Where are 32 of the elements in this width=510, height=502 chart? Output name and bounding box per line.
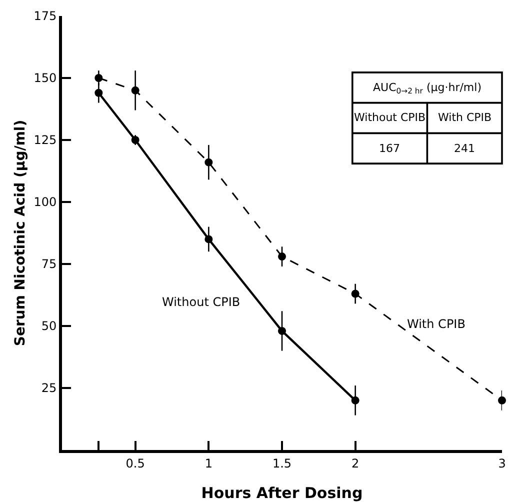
- y-tick-label: 150: [34, 71, 57, 86]
- annotation: 241: [454, 142, 475, 155]
- x-tick-label: 0.5: [126, 456, 145, 470]
- annotation: AUC$_{0→2 hr}$ (µg·hr/ml): [373, 81, 482, 96]
- point: [351, 290, 360, 298]
- x-tick-label: 2: [352, 456, 360, 470]
- series-label: With CPIB: [407, 317, 466, 331]
- y-axis-title: Serum Nicotinic Acid (µg/ml): [12, 120, 28, 346]
- x-axis-title: Hours After Dosing: [201, 484, 363, 502]
- x-tick-label: 3: [498, 456, 506, 470]
- y-tick-label: 125: [34, 133, 57, 148]
- point: [94, 74, 103, 82]
- point: [131, 86, 140, 94]
- point: [94, 88, 103, 97]
- y-tick-label: 25: [41, 381, 57, 396]
- series-label: Without CPIB: [162, 295, 240, 309]
- point: [204, 158, 213, 166]
- point: [351, 396, 360, 404]
- annotation: With CPIB: [438, 111, 492, 124]
- y-tick-label: 75: [41, 257, 57, 272]
- annotation: 167: [379, 142, 400, 155]
- y-tick-label: 50: [41, 319, 57, 334]
- y-tick-label: 175: [34, 9, 57, 24]
- point: [498, 396, 506, 404]
- x-tick-label: 1.5: [272, 456, 292, 470]
- point: [204, 235, 213, 244]
- y-tick-label: 100: [34, 195, 57, 210]
- annotation: Without CPIB: [354, 111, 426, 124]
- x-tick-label: 1: [204, 456, 212, 470]
- point: [131, 136, 140, 144]
- point: [278, 326, 286, 335]
- point: [278, 252, 286, 261]
